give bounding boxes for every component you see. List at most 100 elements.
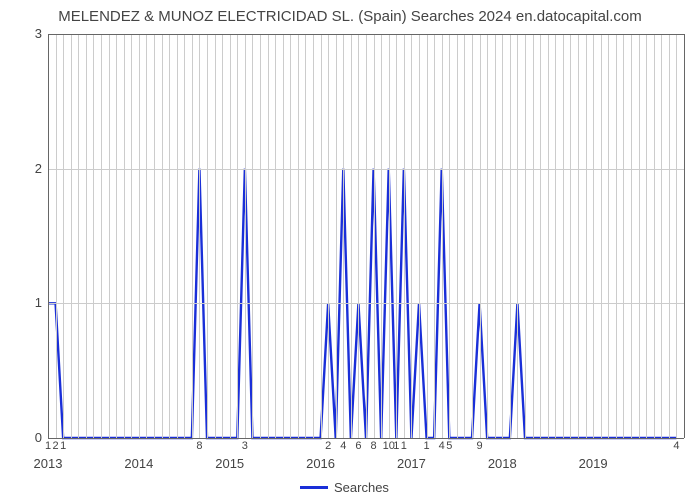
grid-line-v: [631, 34, 632, 438]
grid-line-v: [533, 34, 534, 438]
x-tick-label: 2018: [488, 456, 517, 471]
grid-line-v: [449, 34, 450, 438]
grid-line-v: [343, 34, 344, 438]
grid-line-v: [654, 34, 655, 438]
data-point-label: 8: [371, 440, 377, 452]
grid-line-v: [502, 34, 503, 438]
data-point-label: 4: [439, 440, 445, 452]
grid-line-v: [222, 34, 223, 438]
grid-line-v: [616, 34, 617, 438]
grid-line-v: [290, 34, 291, 438]
grid-line-v: [366, 34, 367, 438]
axis-border: [684, 34, 685, 438]
grid-line-v: [480, 34, 481, 438]
grid-line-v: [540, 34, 541, 438]
grid-line-v: [109, 34, 110, 438]
grid-line-v: [154, 34, 155, 438]
plot-area: [48, 34, 684, 438]
data-point-label: 1: [401, 440, 407, 452]
grid-line-v: [487, 34, 488, 438]
x-tick-label: 2014: [124, 456, 153, 471]
grid-line-v: [86, 34, 87, 438]
legend-label: Searches: [334, 480, 389, 495]
grid-line-v: [374, 34, 375, 438]
grid-line-v: [442, 34, 443, 438]
grid-line-v: [358, 34, 359, 438]
axis-border: [48, 34, 684, 35]
grid-line-v: [78, 34, 79, 438]
data-point-label: 4: [673, 440, 679, 452]
grid-line-v: [510, 34, 511, 438]
grid-line-v: [101, 34, 102, 438]
data-point-label: 1: [424, 440, 430, 452]
chart-title: MELENDEZ & MUNOZ ELECTRICIDAD SL. (Spain…: [0, 8, 700, 25]
grid-line-v: [63, 34, 64, 438]
axis-border: [48, 438, 684, 439]
grid-line-v: [608, 34, 609, 438]
data-point-label: 1: [393, 440, 399, 452]
grid-line-v: [199, 34, 200, 438]
grid-line-v: [283, 34, 284, 438]
grid-line-v: [563, 34, 564, 438]
grid-line-v: [177, 34, 178, 438]
grid-line-v: [252, 34, 253, 438]
grid-line-v: [260, 34, 261, 438]
grid-line-v: [313, 34, 314, 438]
legend-swatch: [300, 486, 328, 489]
grid-line-v: [71, 34, 72, 438]
x-tick-label: 2017: [397, 456, 426, 471]
data-point-label: 6: [355, 440, 361, 452]
grid-line-v: [169, 34, 170, 438]
grid-line-v: [419, 34, 420, 438]
data-point-label: 9: [477, 440, 483, 452]
grid-line-v: [434, 34, 435, 438]
grid-line-v: [162, 34, 163, 438]
x-tick-label: 2019: [579, 456, 608, 471]
grid-line-v: [457, 34, 458, 438]
grid-line-v: [321, 34, 322, 438]
y-tick-label: 0: [12, 430, 42, 445]
y-tick-label: 2: [12, 161, 42, 176]
grid-line-v: [464, 34, 465, 438]
data-point-label: 5: [446, 440, 452, 452]
grid-line-v: [525, 34, 526, 438]
grid-line-v: [676, 34, 677, 438]
grid-line-v: [184, 34, 185, 438]
grid-line-v: [298, 34, 299, 438]
grid-line-v: [555, 34, 556, 438]
grid-line-v: [268, 34, 269, 438]
grid-line-v: [146, 34, 147, 438]
x-tick-label: 2013: [34, 456, 63, 471]
grid-line-v: [139, 34, 140, 438]
data-point-label: 2: [325, 440, 331, 452]
grid-line-v: [56, 34, 57, 438]
grid-line-v: [116, 34, 117, 438]
grid-line-v: [230, 34, 231, 438]
grid-line-v: [245, 34, 246, 438]
grid-line-v: [207, 34, 208, 438]
grid-line-v: [192, 34, 193, 438]
grid-line-v: [661, 34, 662, 438]
grid-line-v: [131, 34, 132, 438]
grid-line-v: [517, 34, 518, 438]
grid-line-v: [305, 34, 306, 438]
grid-line-v: [570, 34, 571, 438]
grid-line-v: [669, 34, 670, 438]
grid-line-v: [124, 34, 125, 438]
data-point-label: 1: [60, 440, 66, 452]
grid-line-v: [336, 34, 337, 438]
grid-line-v: [495, 34, 496, 438]
grid-line-v: [472, 34, 473, 438]
grid-line-v: [586, 34, 587, 438]
grid-line-v: [396, 34, 397, 438]
grid-line-v: [381, 34, 382, 438]
data-point-label: 8: [196, 440, 202, 452]
data-point-label: 1: [45, 440, 51, 452]
grid-line-v: [601, 34, 602, 438]
grid-line-v: [639, 34, 640, 438]
y-tick-label: 1: [12, 295, 42, 310]
grid-line-v: [593, 34, 594, 438]
legend: Searches: [300, 480, 389, 495]
y-tick-label: 3: [12, 26, 42, 41]
grid-line-v: [623, 34, 624, 438]
